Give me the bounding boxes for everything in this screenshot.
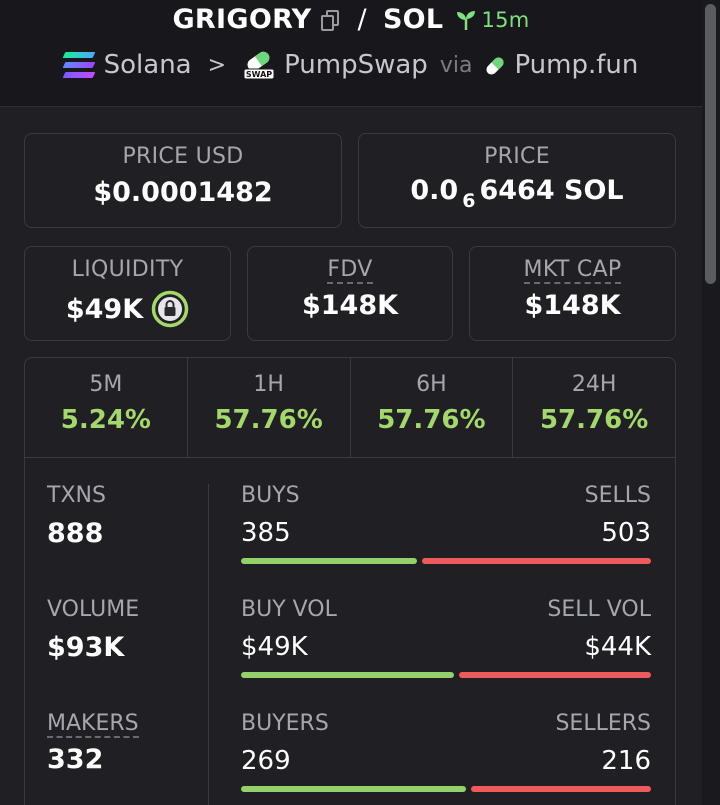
buyers-bar (241, 786, 466, 792)
base-symbol: GRIGORY (172, 4, 312, 35)
tab-6h[interactable]: 6H 57.76% (351, 358, 514, 457)
price-value: 0.0 6 6464 SOL (359, 175, 675, 213)
price-prefix: 0.0 (410, 175, 459, 206)
change-label: 1H (253, 372, 284, 397)
price-usd-card: PRICE USD $0.0001482 (24, 133, 342, 228)
buys-value: 385 (241, 518, 291, 548)
change-value: 57.76% (214, 405, 323, 435)
pair-separator: / (357, 4, 367, 35)
price-unit: SOL (564, 175, 624, 206)
buys-sells-block: BUYS SELLS 385 503 (241, 483, 651, 564)
buyers-sellers-bar (241, 786, 651, 792)
sellers-value: 216 (601, 746, 651, 776)
via-label: via (439, 52, 473, 78)
sellers-bar (471, 786, 651, 792)
txns-label: TXNS (47, 483, 106, 508)
change-value: 57.76% (377, 405, 486, 435)
pill-icon (484, 54, 506, 76)
pumpswap-icon-text: SWAP (246, 70, 272, 79)
pair-header: GRIGORY / SOL 15m Solana > (0, 0, 702, 107)
sells-bar (422, 558, 651, 564)
tab-1h[interactable]: 1H 57.76% (188, 358, 351, 457)
volume-label: VOLUME (47, 597, 140, 622)
sell-vol-label: SELL VOL (547, 597, 651, 622)
liquidity-card: LIQUIDITY $49K (24, 246, 231, 341)
solana-icon (62, 52, 96, 78)
fdv-label[interactable]: FDV (327, 257, 373, 284)
volume-split-bar (241, 672, 651, 678)
price-zero-count: 6 (462, 190, 476, 213)
liquidity-label: LIQUIDITY (71, 257, 184, 282)
mkt-cap-label[interactable]: MKT CAP (523, 257, 622, 284)
fdv-label-wrap: FDV (248, 257, 452, 284)
buy-vol-bar (241, 672, 454, 678)
change-label: 6H (416, 372, 447, 397)
chain-link[interactable]: Solana (103, 50, 192, 80)
fdv-value: $148K (301, 290, 399, 321)
pair-age-text: 15m (481, 7, 530, 32)
chevron-right-icon: > (207, 52, 227, 78)
mkt-cap-label-wrap: MKT CAP (470, 257, 675, 284)
column-divider (208, 484, 209, 805)
price-change-tabs: 5M 5.24% 1H 57.76% 6H 57.76% 24H 57.76% (25, 358, 675, 458)
buyers-label: BUYERS (241, 711, 329, 736)
sellers-label: SELLERS (555, 711, 651, 736)
pair-title-row: GRIGORY / SOL 15m (0, 4, 702, 35)
buys-label: BUYS (241, 483, 300, 508)
tab-24h[interactable]: 24H 57.76% (513, 358, 675, 457)
price-card: PRICE 0.0 6 6464 SOL (358, 133, 676, 228)
change-label: 24H (571, 372, 617, 397)
txns-value: 888 (47, 518, 104, 549)
price-usd-label: PRICE USD (122, 144, 244, 169)
buy-vol-value: $49K (241, 632, 308, 662)
price-digits: 6464 (479, 175, 555, 206)
dex-link[interactable]: PumpSwap (284, 50, 428, 80)
change-value: 5.24% (60, 405, 151, 435)
tab-5m[interactable]: 5M 5.24% (25, 358, 188, 457)
lock-icon[interactable] (151, 290, 189, 328)
makers-value: 332 (47, 744, 104, 775)
chain-row: Solana > SWAP PumpSwap via Pump.fun (0, 50, 702, 80)
buys-sells-bar (241, 558, 651, 564)
sell-vol-value: $44K (584, 632, 651, 662)
scrollbar-thumb[interactable] (705, 4, 716, 284)
sell-vol-bar (459, 672, 651, 678)
launchpad-link[interactable]: Pump.fun (514, 50, 639, 80)
sells-label: SELLS (584, 483, 651, 508)
buyers-value: 269 (241, 746, 291, 776)
price-usd-value: $0.0001482 (93, 177, 273, 208)
sells-value: 503 (601, 518, 651, 548)
change-value: 57.76% (539, 405, 649, 435)
liquidity-value-row: $49K (25, 290, 230, 328)
volume-value: $93K (47, 632, 125, 663)
stats-panel: 5M 5.24% 1H 57.76% 6H 57.76% 24H 57.76% … (24, 357, 676, 805)
quote-symbol: SOL (382, 4, 444, 35)
buyers-sellers-block: BUYERS SELLERS 269 216 (241, 711, 651, 792)
liquidity-value: $49K (65, 293, 144, 325)
mkt-cap-card: MKT CAP $148K (469, 246, 676, 341)
pumpswap-icon: SWAP (242, 50, 276, 80)
seedling-icon (457, 10, 476, 30)
volume-split-block: BUY VOL SELL VOL $49K $44K (241, 597, 651, 678)
buy-vol-label: BUY VOL (241, 597, 337, 622)
volume-stat: VOLUME $93K (47, 597, 139, 663)
buys-bar (241, 558, 417, 564)
fdv-card: FDV $148K (247, 246, 453, 341)
txns-stat: TXNS 888 (47, 483, 106, 549)
makers-stat: MAKERS 332 (47, 711, 139, 775)
copy-icon[interactable] (320, 8, 342, 32)
change-label: 5M (89, 372, 123, 397)
mkt-cap-value: $148K (524, 290, 621, 321)
makers-label[interactable]: MAKERS (47, 711, 139, 738)
pair-age: 15m (455, 8, 529, 32)
price-label: PRICE (484, 144, 550, 169)
